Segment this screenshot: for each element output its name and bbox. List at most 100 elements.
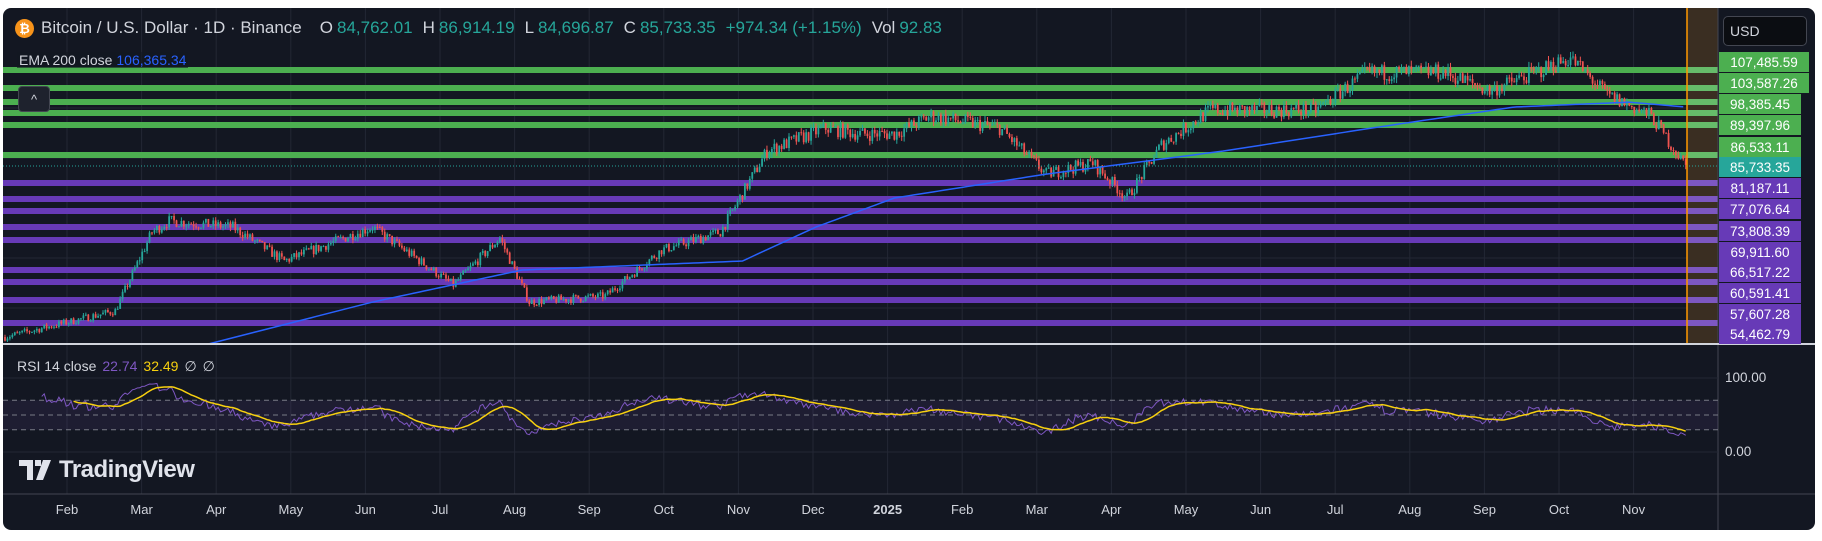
candle-body [1422,67,1425,69]
tradingview-logo[interactable]: TradingView [19,456,195,484]
candle-body [148,232,151,243]
collapse-legend-button[interactable]: ^ [18,86,50,112]
time-label: Apr [206,502,227,517]
candle-body [966,114,969,117]
candle-body [660,250,663,255]
candle-body [1626,102,1628,106]
support-price-label: 54,462.79 [1719,324,1801,344]
rsi-legend[interactable]: RSI 14 close 22.74 32.49 ∅ ∅ [17,358,215,375]
candle-body [1358,71,1361,75]
candle-body [1471,79,1474,84]
chart-canvas[interactable] [3,8,1815,530]
candle-body [1420,65,1422,68]
candle-body [699,235,702,244]
candle-body [1265,112,1268,114]
candle-body [1292,108,1295,110]
candle-body [1177,133,1180,135]
symbol-title[interactable]: Bitcoin / U.S. Dollar · 1D · Binance [41,18,302,37]
time-label: Jun [1250,502,1272,517]
candle-body [1339,88,1342,99]
candle-body [981,123,984,131]
candle-body [352,234,354,241]
candle-body [26,329,28,332]
candle-body [163,227,166,230]
candle-body [1327,99,1329,101]
candle-body [366,231,369,234]
time-label: Sep [1472,502,1496,517]
candle-body [1388,79,1391,81]
candle-body [1104,173,1106,179]
candle-body [1197,123,1200,125]
candle-body [1033,155,1035,157]
open-key: O [319,18,333,37]
currency-button[interactable]: USD [1723,16,1807,46]
candle-body [1591,76,1594,84]
candle-body [241,235,244,238]
support-level-line-extension [1687,267,1718,273]
ema-legend[interactable]: EMA 200 close 106,365.34 [17,52,189,68]
time-label: Mar [130,502,153,517]
candle-body [925,117,928,121]
candle-body [1312,102,1315,104]
candle-body [962,122,964,124]
candle-body [540,298,543,305]
support-level-line-extension [1687,320,1718,326]
candle-body [589,294,592,296]
candle-body [1618,94,1621,107]
candle-body [1234,107,1236,111]
candle-body [1635,109,1638,114]
candle-body [405,249,408,252]
candle-body [1018,145,1021,147]
candle-body [641,268,643,270]
candle-body [1403,66,1405,69]
candle-body [224,224,227,227]
candle-body [680,239,683,241]
candle-body [31,331,33,333]
candle-body [535,304,538,306]
rsi-axis-100: 100.00 [1725,370,1767,385]
candle-body [1432,69,1435,74]
candle-body [1224,110,1226,115]
candle-body [266,245,269,250]
candle-body [1209,104,1212,107]
candle-body [903,128,906,137]
candle-body [881,130,883,132]
candle-body [1434,64,1437,74]
candle-body [1153,157,1155,164]
candle-body [317,244,320,251]
candle-body [1334,89,1337,103]
candle-body [989,124,991,126]
candle-body [626,276,629,280]
candle-body [538,298,540,305]
candle-body [1356,74,1359,79]
candle-body [354,238,357,241]
candle-body [663,247,665,255]
candle-body [979,119,981,131]
candle-body [949,117,952,119]
candle-body [1194,121,1197,124]
candle-body [94,314,97,318]
candle-body [543,299,545,305]
candle-body [435,267,438,277]
candle-body [1229,102,1231,116]
time-label: Jul [1326,502,1344,517]
candle-body [119,298,122,309]
candle-body [82,315,85,319]
candle-body [1145,161,1148,166]
candle-body [577,295,580,299]
candle-body [295,253,298,258]
candle-body [1537,67,1540,69]
candle-body [1677,155,1680,159]
high-value: 86,914.19 [438,18,515,37]
candle-body [1525,80,1528,83]
candle-body [851,133,854,138]
candle-body [905,122,908,129]
candle-body [1297,104,1300,112]
candle-body [1532,68,1535,71]
candle-body [1486,86,1489,92]
candle-body [430,268,433,271]
candle-body [797,132,800,142]
candle-body [687,240,690,247]
candle-body [1540,67,1543,78]
time-label: Dec [801,502,825,517]
